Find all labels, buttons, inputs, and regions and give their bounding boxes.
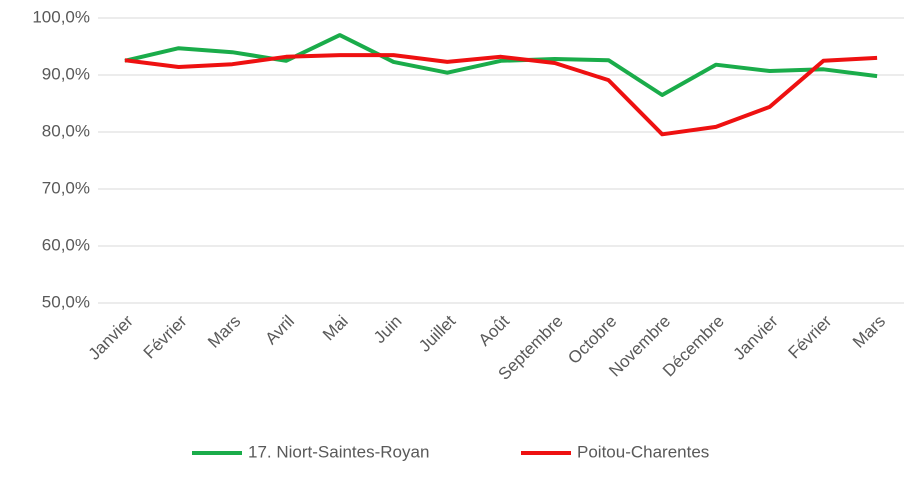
x-tick-label: Février xyxy=(785,311,836,362)
x-tick-label: Mars xyxy=(204,312,244,352)
y-tick-label: 80,0% xyxy=(42,121,90,140)
y-tick-label: 60,0% xyxy=(42,235,90,254)
series-line xyxy=(124,33,878,97)
x-tick-label: Mars xyxy=(849,312,889,352)
y-tick-label: 50,0% xyxy=(42,292,90,311)
y-tick-label: 70,0% xyxy=(42,178,90,197)
series-line xyxy=(124,53,878,137)
legend-label: Poitou-Charentes xyxy=(577,442,709,461)
y-tick-label: 90,0% xyxy=(42,64,90,83)
x-tick-label: Juin xyxy=(370,312,405,347)
x-tick-label: Août xyxy=(475,311,513,349)
x-tick-label: Janvier xyxy=(729,311,781,363)
x-tick-label: Janvier xyxy=(85,311,137,363)
x-tick-label: Mai xyxy=(319,312,352,345)
x-tick-label: Avril xyxy=(261,312,298,349)
x-tick-label: Juillet xyxy=(415,311,459,355)
y-tick-label: 100,0% xyxy=(32,7,90,26)
legend-label: 17. Niort-Saintes-Royan xyxy=(248,442,429,461)
x-tick-label: Février xyxy=(140,311,191,362)
